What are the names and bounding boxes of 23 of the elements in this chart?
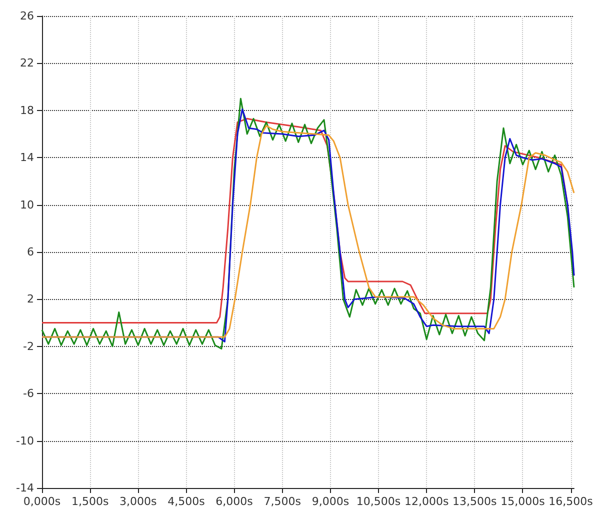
x-tick-label: 0,000s <box>23 495 61 508</box>
y-tick-label: 18 <box>20 104 34 117</box>
x-tick-label: 16,500s <box>548 495 594 508</box>
y-tick-label: 6 <box>27 246 34 258</box>
y-tick-label: -6 <box>23 387 34 400</box>
x-tick-label: 9,000s <box>312 495 350 508</box>
x-tick-label: 10,500s <box>356 495 401 508</box>
y-tick-label: -14 <box>16 482 34 494</box>
y-tick-label: 2 <box>27 292 34 306</box>
x-tick-label: 13,500s <box>452 495 498 508</box>
x-tick-label: 15,000s <box>500 495 546 508</box>
x-tick-label: 6,000s <box>216 495 254 508</box>
x-tick-label: 7,500s <box>264 495 302 508</box>
y-tick-label: 26 <box>20 10 34 22</box>
y-tick-label: 10 <box>20 198 34 212</box>
y-tick-label: 22 <box>20 56 34 70</box>
x-tick-label: 12,000s <box>404 495 449 508</box>
y-tick-label: 14 <box>20 151 34 164</box>
x-tick-label: 1,500s <box>71 495 109 508</box>
x-tick-label: 3,000s <box>120 495 158 508</box>
y-tick-label: -10 <box>16 434 34 448</box>
x-tick-label: 4,500s <box>168 495 206 508</box>
y-tick-label: -2 <box>23 340 34 353</box>
